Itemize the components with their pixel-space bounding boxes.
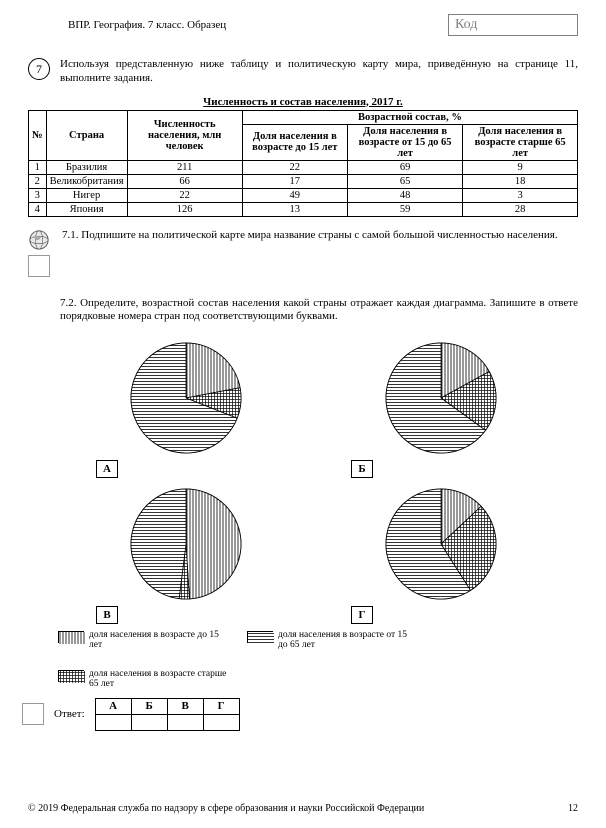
task-7-2-text: 7.2. Определите, возрастной состав насел… [60,297,578,325]
col-u15: Доля населения в возрасте до 15 лет [242,124,347,160]
answer-row: Ответ: АБВГ [22,698,578,731]
table-cell: 126 [127,202,242,216]
pie-chart [126,484,246,604]
question-row: 7 Используя представленную ниже таблицу … [28,58,578,86]
table-cell: 22 [127,188,242,202]
table-cell: 48 [347,188,462,202]
table-cell: 3 [29,188,47,202]
chart-label: Г [351,606,373,624]
table-title: Численность и состав населения, 2017 г. [28,96,578,108]
pie-chart [381,338,501,458]
answer-col-head: А [95,698,131,714]
table-cell: 2 [29,174,47,188]
charts-area: АБВГ доля населения в возрасте до 15 лет… [28,338,578,731]
header-left: ВПР. География. 7 класс. Образец [28,19,226,31]
answer-cell [167,714,203,730]
footer-page: 12 [568,803,578,814]
table-cell: 17 [242,174,347,188]
table-cell: 3 [463,188,578,202]
answer-cell [203,714,239,730]
question-number-circle: 7 [28,58,50,80]
table-cell: Нигер [46,188,127,202]
table-cell: 13 [242,202,347,216]
page: ВПР. География. 7 класс. Образец Код 7 И… [0,0,606,828]
footer: © 2019 Федеральная служба по надзору в с… [28,803,578,814]
task-7-1-row: 7.1. Подпишите на политической карте мир… [28,229,578,251]
chart-cell: Б [343,338,538,478]
col-country: Страна [46,110,127,160]
table-cell: 4 [29,202,47,216]
task-7-1-text: 7.1. Подпишите на политической карте мир… [62,229,578,243]
col-o65: Доля населения в возрасте старше 65 лет [463,124,578,160]
answer-label: Ответ: [54,708,85,720]
legend: доля населения в возрасте до 15 лет доля… [58,630,578,690]
table-row: 1Бразилия21122699 [29,160,578,174]
chart-label: В [96,606,118,624]
table-row: 2Великобритания66176518 [29,174,578,188]
legend-o65: доля населения в возрасте старше 65 лет [58,669,229,690]
table-cell: 59 [347,202,462,216]
pie-chart [126,338,246,458]
table-cell: 1 [29,160,47,174]
footer-copyright: © 2019 Федеральная служба по надзору в с… [28,803,424,814]
code-box: Код [448,14,578,36]
table-cell: 22 [242,160,347,174]
table-cell: 69 [347,160,462,174]
chart-label: А [96,460,118,478]
table-cell: 28 [463,202,578,216]
chart-cell: Г [343,484,538,624]
pie-chart [381,484,501,604]
legend-mid: доля населения в возрасте от 15 до 65 ле… [247,630,418,651]
answer-col-head: Б [131,698,167,714]
answer-cell [95,714,131,730]
col-age-group: Возрастной состав, % [242,110,577,124]
table-cell: 18 [463,174,578,188]
table-cell: 66 [127,174,242,188]
col-15-65: Доля населения в возрасте от 15 до 65 ле… [347,124,462,160]
answer-box-7-1 [28,255,50,277]
table-cell: Великобритания [46,174,127,188]
question-intro: Используя представленную ниже таблицу и … [60,58,578,86]
answer-col-head: В [167,698,203,714]
legend-u15: доля населения в возрасте до 15 лет [58,630,229,651]
answer-col-head: Г [203,698,239,714]
col-num: № [29,110,47,160]
answer-cell [131,714,167,730]
col-pop: Численность населения, млн человек [127,110,242,160]
table-row: 3Нигер2249483 [29,188,578,202]
answer-box-7-2 [22,703,44,725]
chart-cell: А [88,338,283,478]
globe-icon [28,229,50,251]
chart-cell: В [88,484,283,624]
chart-label: Б [351,460,373,478]
table-cell: 9 [463,160,578,174]
table-row: 4Япония126135928 [29,202,578,216]
table-cell: 49 [242,188,347,202]
population-table: № Страна Численность населения, млн чело… [28,110,578,217]
table-cell: Япония [46,202,127,216]
page-header: ВПР. География. 7 класс. Образец Код [28,14,578,36]
table-cell: Бразилия [46,160,127,174]
table-cell: 211 [127,160,242,174]
table-cell: 65 [347,174,462,188]
answer-table: АБВГ [95,698,240,731]
